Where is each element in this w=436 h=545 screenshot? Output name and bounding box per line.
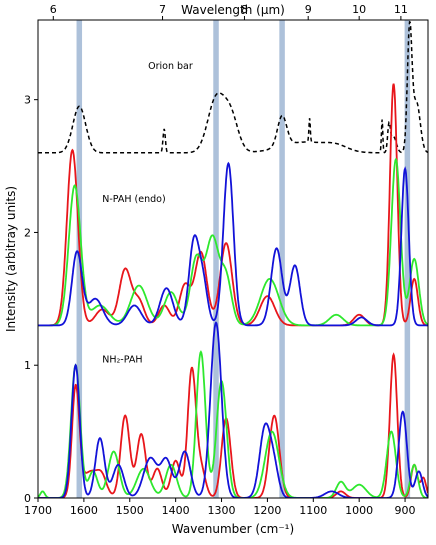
y-tick-label-0: 0	[24, 492, 31, 505]
x-tick-label-1500: 1500	[116, 504, 144, 517]
x-tick-label-1100: 1100	[299, 504, 327, 517]
x-tick-label-1600: 1600	[70, 504, 98, 517]
x-tick-label-1000: 1000	[345, 504, 373, 517]
annotation-2: N-PAH (endo)	[102, 194, 165, 205]
annotation-3: NH₂-PAH	[102, 355, 142, 366]
top-axis-title: Wavelength (μm)	[181, 3, 285, 17]
x-tick-label-900: 900	[395, 504, 416, 517]
x-tick-label-1300: 1300	[208, 504, 236, 517]
top-tick-label-8: 8	[241, 3, 248, 16]
x-tick-label-1700: 1700	[24, 504, 52, 517]
axis-ticks: 1700 1600 1500 1400 1300 1200 1100 1000 900 0 1 2 3 6…	[24, 3, 416, 517]
highlight-band-2	[213, 20, 219, 498]
annotations: Orion bar N-PAH (endo) NH₂-PAH	[102, 61, 193, 365]
top-tick-label-9: 9	[305, 3, 312, 16]
series-line-1	[38, 20, 428, 154]
series-line-4	[38, 161, 428, 327]
y-axis-title: Intensity (arbitray units)	[4, 186, 18, 332]
series-line-3	[38, 157, 428, 327]
series-line-5	[38, 352, 428, 498]
highlight-band-4	[404, 20, 411, 498]
top-tick-label-7: 7	[159, 3, 166, 16]
y-tick-label-3: 3	[24, 94, 31, 107]
y-tick-label-2: 2	[24, 226, 31, 239]
x-axis-title: Wavenumber (cm⁻¹)	[172, 522, 294, 536]
highlight-band-3	[279, 20, 285, 498]
plot-frame	[37, 19, 429, 499]
top-tick-label-11: 11	[394, 3, 408, 16]
series-line-6	[38, 350, 428, 498]
series-line-7	[38, 321, 428, 498]
annotation-1: Orion bar	[148, 61, 193, 72]
top-tick-label-10: 10	[352, 3, 366, 16]
spectra-series	[38, 20, 428, 498]
highlight-bands	[76, 20, 411, 498]
top-tick-label-6: 6	[50, 3, 57, 16]
x-tick-label-1200: 1200	[253, 504, 281, 517]
y-tick-label-1: 1	[24, 359, 31, 372]
x-tick-label-1400: 1400	[162, 504, 190, 517]
